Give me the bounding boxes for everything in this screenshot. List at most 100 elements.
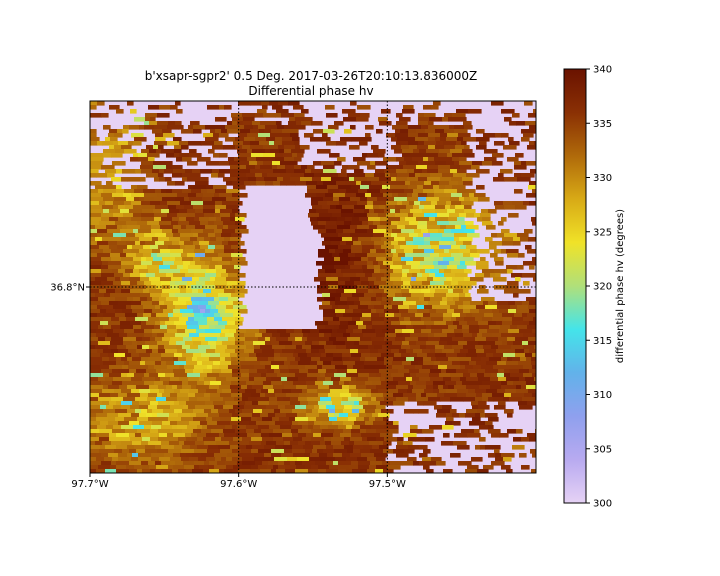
radar-cell [403, 105, 414, 110]
radar-cell [202, 297, 215, 302]
radar-cell [191, 297, 197, 302]
radar-cell [121, 405, 131, 410]
radar-cell [331, 241, 341, 246]
radar-cell [214, 405, 224, 410]
radar-cell [533, 317, 536, 322]
radar-cell [275, 421, 284, 426]
radar-cell [263, 381, 272, 386]
radar-cell [343, 117, 357, 122]
radar-cell [102, 441, 112, 446]
radar-cell [319, 341, 327, 346]
radar-cell [113, 405, 122, 410]
radar-cell [225, 425, 233, 430]
radar-cell [90, 421, 101, 426]
radar-cell [269, 397, 278, 402]
radar-cell [185, 169, 193, 174]
radar-cell [534, 141, 536, 146]
radar-cell [378, 213, 387, 218]
radar-cell [528, 113, 536, 118]
radar-cell [121, 145, 132, 150]
radar-cell [456, 241, 464, 246]
radar-cell [363, 445, 373, 450]
radar-cell [454, 129, 461, 134]
radar-cell [457, 393, 467, 398]
radar-cell [184, 197, 190, 202]
radar-cell [182, 445, 191, 450]
radar-cell [269, 101, 279, 106]
radar-cell [351, 269, 364, 274]
radar-cell [474, 193, 486, 198]
radar-cell [170, 377, 180, 382]
radar-cell [373, 361, 385, 366]
radar-cell [326, 461, 334, 466]
radar-cell [224, 469, 233, 473]
radar-cell [249, 369, 258, 374]
radar-cell [375, 329, 383, 334]
radar-cell [140, 241, 146, 246]
radar-cell [446, 293, 460, 298]
radar-cell [384, 437, 390, 442]
radar-cell [319, 405, 327, 410]
radar-cell [326, 401, 333, 406]
radar-cell [389, 369, 399, 374]
radar-cell [112, 381, 123, 386]
radar-cell [371, 145, 379, 150]
radar-cell [448, 289, 454, 294]
radar-cell [515, 349, 525, 354]
radar-cell [488, 425, 494, 430]
radar-cell [370, 349, 379, 354]
radar-cell [418, 193, 428, 198]
radar-cell [90, 201, 100, 206]
radar-cell [410, 281, 423, 286]
radar-cell [139, 421, 153, 426]
radar-cell [337, 329, 347, 334]
radar-cell [427, 177, 441, 182]
radar-cell [235, 229, 249, 234]
radar-cell [198, 389, 207, 394]
radar-cell [144, 125, 155, 130]
radar-cell [409, 369, 420, 374]
radar-cell [380, 221, 392, 226]
radar-cell [424, 257, 435, 262]
radar-cell [90, 293, 96, 298]
radar-cell [394, 197, 408, 202]
radar-cell [418, 197, 427, 202]
radar-cell [255, 165, 261, 170]
radar-cell [392, 309, 400, 314]
radar-cell [184, 205, 194, 210]
radar-cell [479, 325, 490, 330]
radar-cell [362, 245, 375, 250]
radar-cell [139, 249, 153, 254]
radar-cell [254, 349, 263, 354]
radar-cell [455, 273, 468, 278]
radar-cell [210, 393, 221, 398]
radar-cell [533, 333, 536, 338]
radar-cell [501, 133, 509, 138]
radar-cell [140, 361, 146, 366]
radar-cell [466, 173, 480, 178]
radar-cell [393, 393, 404, 398]
radar-cell [439, 181, 450, 186]
radar-cell [510, 365, 524, 370]
radar-cell [114, 353, 126, 358]
radar-cell [471, 261, 477, 266]
radar-cell [382, 461, 391, 466]
radar-cell [284, 385, 297, 390]
radar-cell [173, 453, 181, 458]
radar-cell [111, 461, 117, 466]
radar-cell [521, 173, 535, 178]
radar-cell [409, 305, 418, 310]
radar-cell [179, 285, 187, 290]
radar-cell [351, 185, 361, 190]
radar-cell [183, 337, 193, 342]
radar-cell [180, 245, 186, 250]
radar-cell [504, 369, 510, 374]
radar-cell [155, 233, 167, 238]
radar-cell [90, 237, 96, 242]
radar-cell [220, 313, 234, 318]
radar-cell [343, 245, 352, 250]
radar-cell [219, 197, 227, 202]
radar-cell [228, 225, 241, 230]
radar-cell [325, 105, 335, 110]
radar-cell [114, 273, 124, 278]
